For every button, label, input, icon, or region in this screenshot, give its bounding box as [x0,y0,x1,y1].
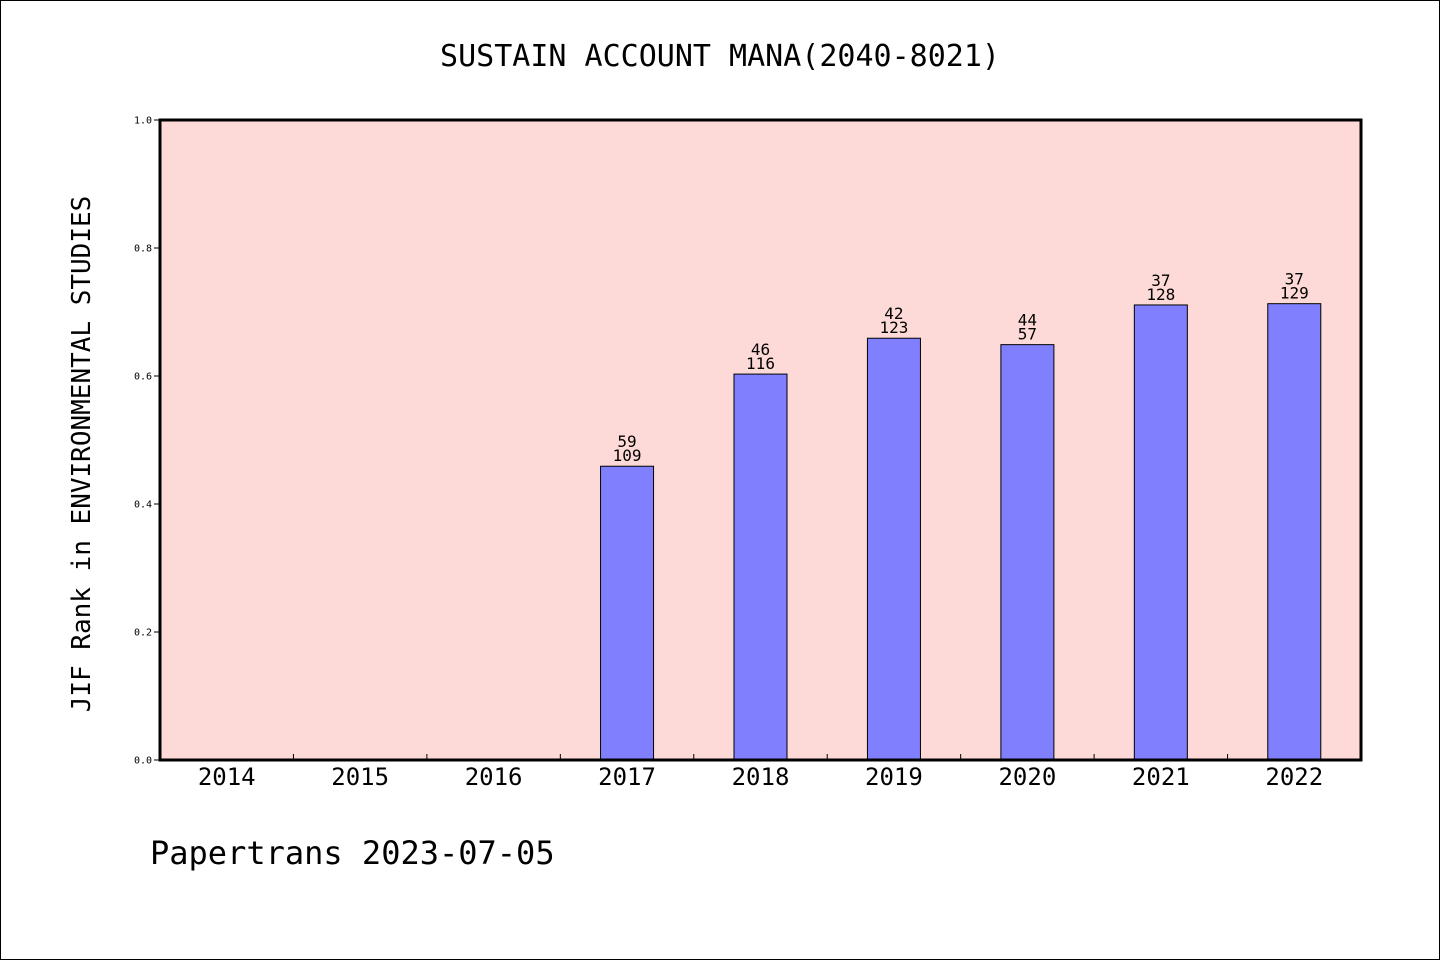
bar-2021 [1133,304,1188,761]
y-tick-label: 0.0 [134,756,152,767]
bar-label-total: 57 [1018,325,1037,344]
y-axis-ticks: 0.0 0.2 0.4 0.6 0.8 1.0 [134,116,160,767]
bar-label-rank: 46 [751,340,770,359]
x-tick-label: 2017 [598,763,656,791]
bar-2018 [733,373,788,761]
plot-border [158,118,1363,762]
y-tick-label: 0.2 [134,628,152,639]
bar-label-total: 116 [746,354,775,373]
bar-label-rank: 37 [1285,270,1304,289]
y-tick-label: 1.0 [134,116,152,127]
y-axis-label: JIF Rank in ENVIRONMENTAL STUDIES [67,196,97,713]
bar-label-rank: 37 [1151,271,1170,290]
x-tick-label: 2020 [998,763,1056,791]
bar-label-total: 109 [613,446,642,465]
bar-label-total: 129 [1280,284,1309,303]
bar-label-rank: 44 [1018,311,1037,330]
x-tick-label: 2022 [1265,763,1323,791]
footer-note: Papertrans 2023-07-05 [150,834,555,872]
bar-2022 [1267,303,1322,761]
x-tick-label: 2018 [732,763,790,791]
bars [600,303,1322,761]
bar-2019 [866,337,921,761]
y-tick-label: 0.4 [134,500,152,511]
bar-label-total: 128 [1146,285,1175,304]
x-tick-label: 2016 [465,763,523,791]
x-tick-label: 2014 [198,763,256,791]
bar-2020 [1000,344,1055,761]
chart-title: SUSTAIN ACCOUNT MANA(2040-8021) [440,39,1000,74]
bar-label-rank: 59 [617,432,636,451]
x-tick-label: 2021 [1132,763,1190,791]
y-tick-label: 0.6 [134,372,152,383]
x-axis-ticks: 2014 2015 2016 2017 2018 2019 2020 2021 2022 [198,754,1323,791]
bar-label-total: 123 [879,318,908,337]
x-tick-label: 2019 [865,763,923,791]
x-tick-label: 2015 [331,763,389,791]
y-tick-label: 0.8 [134,244,152,255]
bar-2017 [600,465,655,761]
bar-label-rank: 42 [884,304,903,323]
